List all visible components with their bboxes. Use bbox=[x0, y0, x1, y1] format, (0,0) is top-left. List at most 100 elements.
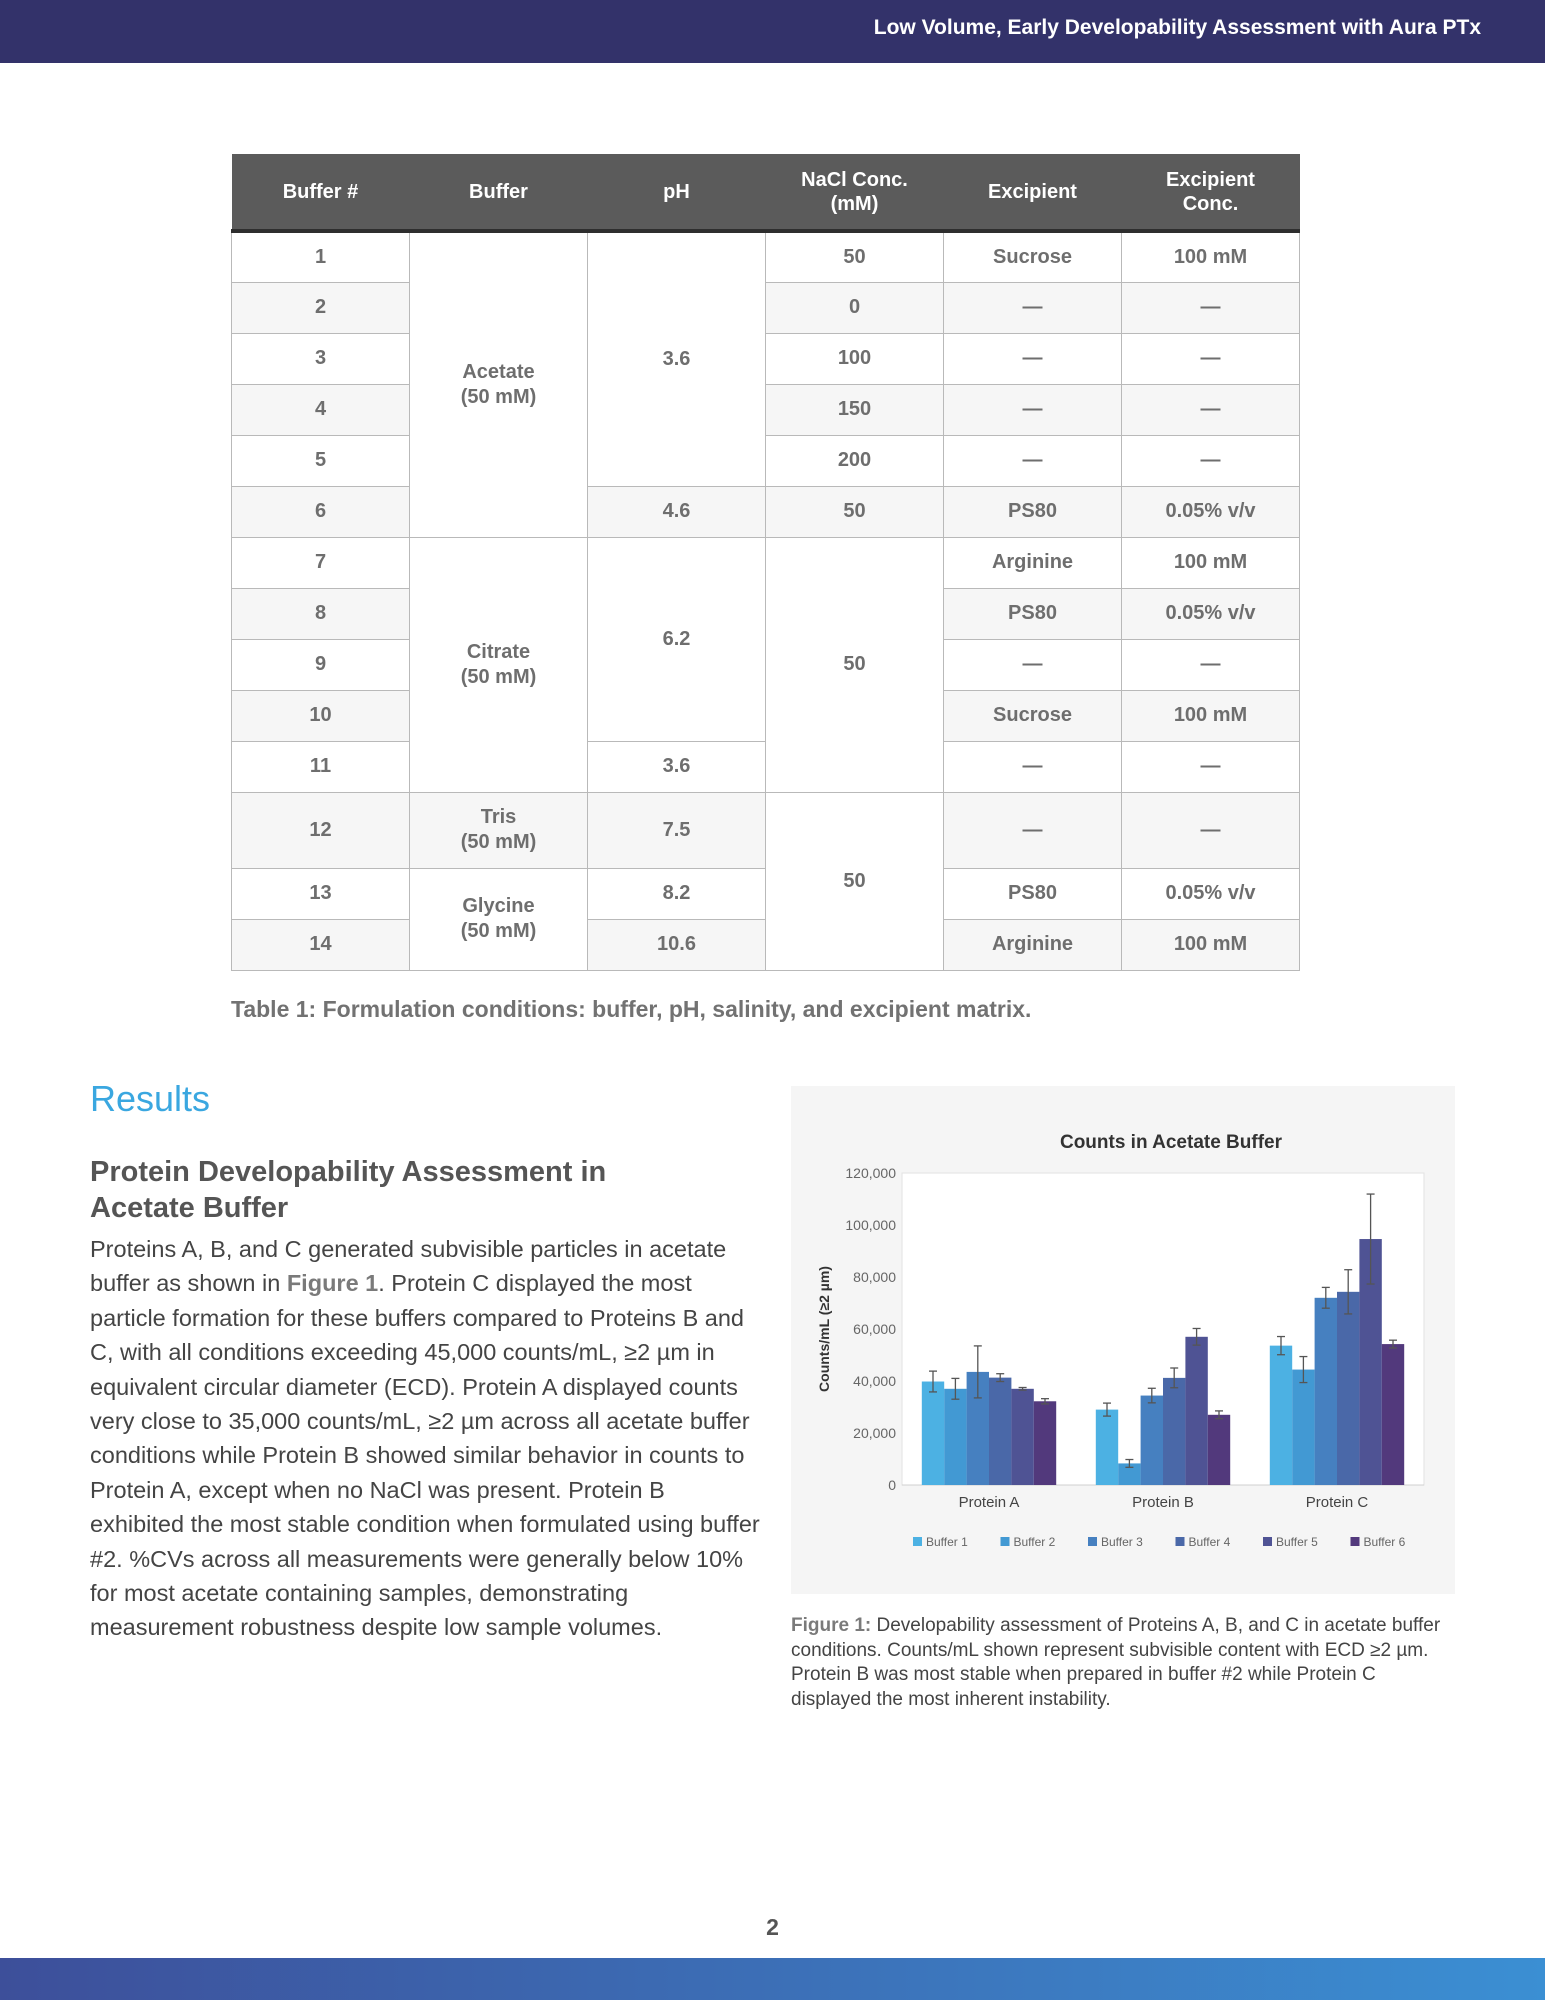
table-cell: Acetate (50 mM) bbox=[409, 230, 588, 538]
document-title: Low Volume, Early Developability Assessm… bbox=[873, 16, 1481, 39]
bar bbox=[1118, 1463, 1141, 1485]
table-cell: Glycine (50 mM) bbox=[409, 867, 588, 971]
table-cell: 50 bbox=[765, 791, 944, 971]
column-header: NaCl Conc. (mM) bbox=[765, 154, 944, 233]
table-cell: 2 bbox=[231, 281, 410, 334]
bar bbox=[966, 1371, 989, 1485]
table-cell: — bbox=[943, 791, 1122, 869]
table-cell: — bbox=[943, 434, 1122, 487]
table-cell: 3.6 bbox=[587, 740, 766, 793]
legend-swatch bbox=[1000, 1537, 1010, 1546]
table-cell: 3.6 bbox=[587, 230, 766, 487]
y-tick-label: 20,000 bbox=[853, 1425, 896, 1441]
table-cell: Sucrose bbox=[943, 230, 1122, 283]
section-subheading: Protein Developability Assessment in Ace… bbox=[90, 1156, 607, 1224]
table-row: 10 Sucrose 100 mM bbox=[231, 689, 1300, 742]
bar bbox=[989, 1377, 1012, 1485]
y-axis-label: Counts/mL (≥2 µm) bbox=[816, 1266, 832, 1392]
bar bbox=[1185, 1336, 1208, 1485]
table-cell: 10.6 bbox=[587, 918, 766, 971]
y-tick-label: 80,000 bbox=[853, 1269, 896, 1285]
bar bbox=[1033, 1401, 1057, 1485]
table-cell: 5 bbox=[231, 434, 410, 487]
table-cell: 12 bbox=[231, 791, 410, 869]
table-cell: Sucrose bbox=[943, 689, 1122, 742]
table-cell: — bbox=[943, 332, 1122, 385]
table-cell: — bbox=[1121, 791, 1300, 869]
formulation-table: Buffer # Buffer pH NaCl Conc. (mM) Excipient… bbox=[231, 154, 1300, 971]
table-cell: 10 bbox=[231, 689, 410, 742]
page-number: 2 bbox=[766, 1914, 779, 1940]
table-cell: Citrate (50 mM) bbox=[409, 536, 588, 793]
legend-swatch bbox=[1088, 1537, 1097, 1546]
table-cell: 8 bbox=[231, 587, 410, 640]
table-cell: — bbox=[943, 638, 1122, 691]
bar bbox=[944, 1388, 967, 1485]
table-cell: 50 bbox=[765, 485, 944, 538]
table-row: 2 0— — bbox=[231, 281, 1300, 334]
table-header-row: Buffer # Buffer pH NaCl Conc. (mM) Excipient… bbox=[231, 154, 1300, 233]
table-cell: — bbox=[943, 383, 1122, 436]
table-row: 4 150— — bbox=[231, 383, 1300, 436]
table-cell: — bbox=[1121, 740, 1300, 793]
table-cell: PS80 bbox=[943, 867, 1122, 920]
y-tick-label: 120,000 bbox=[845, 1165, 896, 1181]
legend-label: Buffer 1 bbox=[926, 1535, 968, 1549]
table-cell: — bbox=[943, 740, 1122, 793]
table-cell: 11 bbox=[231, 740, 410, 793]
legend-label: Buffer 2 bbox=[1014, 1535, 1056, 1549]
table-cell: 100 mM bbox=[1121, 230, 1300, 283]
legend-label: Buffer 3 bbox=[1101, 1535, 1143, 1549]
table-cell: 100 mM bbox=[1121, 689, 1300, 742]
table-row: 14 10.6 Arginine 100 mM bbox=[231, 918, 1300, 971]
legend-swatch bbox=[1175, 1537, 1185, 1546]
table-cell: 50 bbox=[765, 230, 944, 283]
bar bbox=[1381, 1344, 1405, 1485]
column-header: Buffer bbox=[409, 154, 588, 233]
y-tick-label: 0 bbox=[888, 1477, 896, 1493]
legend-swatch bbox=[1350, 1537, 1360, 1546]
table-row: 6 4.6 50 PS80 0.05% v/v bbox=[231, 485, 1300, 538]
bar-chart: Counts in Acetate Buffer 0 20,000 40,000 60,… bbox=[816, 1132, 1425, 1549]
results-heading: Results bbox=[90, 1078, 211, 1119]
table-cell: 6.2 bbox=[587, 536, 766, 742]
table-cell: — bbox=[943, 281, 1122, 334]
column-header: pH bbox=[587, 154, 766, 233]
bar bbox=[921, 1381, 945, 1485]
table-cell: 0.05% v/v bbox=[1121, 587, 1300, 640]
table-cell: — bbox=[1121, 281, 1300, 334]
body-text: . Protein C displayed the most particle … bbox=[90, 1270, 760, 1641]
table-cell: 200 bbox=[765, 434, 944, 487]
table-cell: — bbox=[1121, 434, 1300, 487]
y-tick-label: 60,000 bbox=[853, 1321, 896, 1337]
table-cell: 7 bbox=[231, 536, 410, 589]
table-cell: 100 bbox=[765, 332, 944, 385]
body-text: Proteins A, B, and C generated subvisibl… bbox=[90, 1236, 727, 1297]
header-bar: Low Volume, Early Developability Assessm… bbox=[0, 0, 1545, 63]
chart-title: Counts in Acetate Buffer bbox=[1060, 1132, 1283, 1153]
table-cell: 3 bbox=[231, 332, 410, 385]
chart-panel: Counts in Acetate Buffer 0 20,000 40,000 60,… bbox=[791, 1086, 1455, 1594]
figure-label: Figure 1: bbox=[791, 1615, 872, 1636]
results-paragraph: Proteins A, B, and C generated subvisibl… bbox=[90, 1232, 760, 1645]
bar bbox=[1314, 1297, 1337, 1485]
legend-label: Buffer 5 bbox=[1276, 1535, 1318, 1549]
table-cell: 100 mM bbox=[1121, 918, 1300, 971]
bar bbox=[1292, 1369, 1315, 1485]
table-cell: Arginine bbox=[943, 918, 1122, 971]
table-row: 3 100— — bbox=[231, 332, 1300, 385]
category-label: Protein A bbox=[959, 1494, 1020, 1511]
footer-bar bbox=[0, 1958, 1545, 2000]
table-cell: — bbox=[1121, 638, 1300, 691]
figure-caption: Figure 1: Developability assessment of P… bbox=[791, 1614, 1461, 1712]
bar bbox=[1095, 1409, 1119, 1485]
table-cell: 13 bbox=[231, 867, 410, 920]
table-row: 12 Tris (50 mM) 7.5 50— — bbox=[231, 791, 1300, 971]
bar bbox=[1140, 1395, 1163, 1485]
table-cell: PS80 bbox=[943, 587, 1122, 640]
y-tick-label: 40,000 bbox=[853, 1373, 896, 1389]
bar bbox=[1163, 1377, 1186, 1485]
table-cell: Tris (50 mM) bbox=[409, 791, 588, 869]
table-cell: 7.5 bbox=[587, 791, 766, 869]
table-cell: 100 mM bbox=[1121, 536, 1300, 589]
